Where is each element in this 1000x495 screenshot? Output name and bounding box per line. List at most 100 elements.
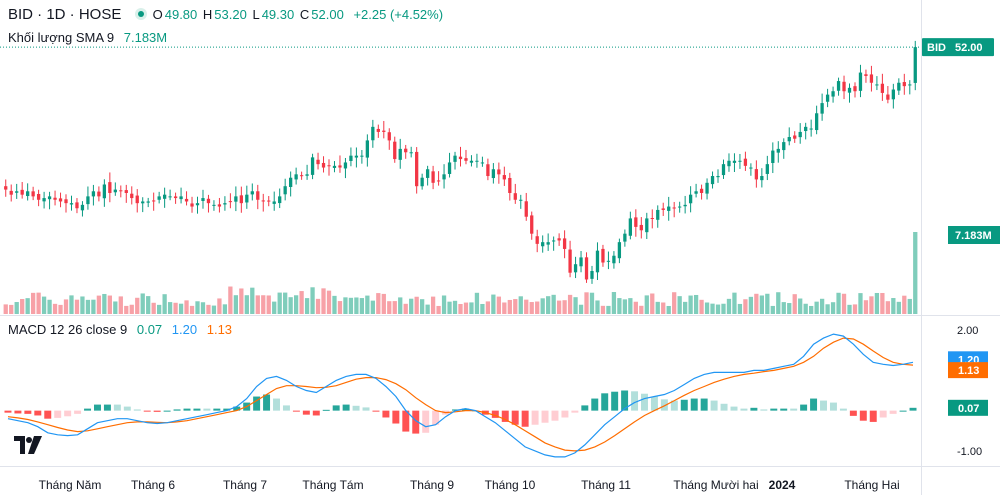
candle-body: [760, 176, 764, 181]
volume-bar: [200, 302, 206, 314]
volume-bar: [803, 303, 808, 314]
volume-bar: [913, 232, 918, 314]
candle-body: [310, 157, 315, 175]
candle-body: [289, 177, 293, 187]
candle-body: [913, 47, 917, 83]
volume-bar: [173, 302, 178, 314]
volume-legend[interactable]: Khối lượng SMA 9 7.183M: [8, 30, 169, 45]
tradingview-logo-icon[interactable]: [14, 436, 42, 454]
candle-body: [179, 196, 183, 200]
candle-body: [842, 81, 846, 92]
volume-bar: [299, 291, 304, 314]
macd-hist-bar: [879, 410, 887, 418]
candle-body: [376, 128, 380, 132]
macd-hist-bar: [312, 410, 320, 416]
volume-bar: [699, 299, 704, 314]
volume-bar: [524, 299, 529, 314]
volume-bar: [365, 295, 370, 314]
hist-tag-bg: [948, 399, 988, 416]
candle-body: [64, 199, 68, 204]
candle-body: [272, 201, 276, 204]
volume-bar: [677, 296, 682, 314]
volume-bar: [896, 301, 901, 314]
time-axis-label: 2024: [769, 478, 796, 492]
candle-body: [672, 207, 676, 209]
macd-hist-bar: [432, 410, 440, 425]
candle-body: [798, 131, 802, 138]
macd-hist-bar: [233, 406, 241, 411]
macd-legend-hist: 0.07: [136, 322, 163, 337]
macd-hist-bar: [4, 410, 12, 413]
volume-bar: [584, 292, 589, 314]
candle-body: [36, 193, 41, 200]
candle-body: [705, 182, 709, 194]
macd-hist-bar: [44, 410, 52, 419]
macd-hist-bar: [213, 408, 221, 411]
macd-hist-bar: [740, 408, 748, 411]
volume-bar: [595, 300, 600, 314]
volume-bar: [693, 294, 699, 314]
macd-hist-bar: [820, 400, 827, 411]
macd-legend[interactable]: MACD 12 26 close 9 0.07 1.20 1.13: [8, 322, 234, 337]
volume-bar: [463, 302, 469, 314]
candle-body: [102, 184, 107, 199]
candle-body: [124, 190, 128, 193]
volume-bar: [809, 305, 814, 314]
candle-body: [278, 196, 282, 204]
candle-body: [475, 160, 479, 162]
candle-body: [590, 270, 594, 279]
candle-body: [365, 140, 369, 158]
candle-body: [634, 217, 638, 227]
candle-body: [497, 169, 501, 175]
volume-bar: [836, 292, 841, 314]
candle-body: [256, 191, 260, 200]
candle-body: [716, 176, 720, 178]
candle-body: [15, 191, 19, 193]
candle-body: [245, 194, 249, 203]
candle-body: [491, 169, 496, 179]
volume-bar: [304, 298, 310, 314]
volume-bar: [869, 296, 874, 314]
candle-body: [86, 196, 90, 205]
macd-hist-bar: [322, 409, 330, 411]
candle-body: [776, 148, 780, 153]
candle-body: [119, 190, 123, 192]
macd-legend-macd: 1.20: [171, 322, 198, 337]
candle-body: [431, 171, 435, 183]
volume-bar: [469, 302, 474, 314]
volume-bar: [617, 298, 622, 314]
volume-bar: [140, 293, 145, 314]
candle-body: [727, 160, 731, 167]
volume-bar: [195, 301, 200, 314]
macd-hist-bar: [183, 408, 191, 411]
volume-bar: [293, 295, 299, 314]
macd-hist-bar: [461, 408, 469, 411]
macd-hist-bar: [153, 410, 161, 412]
candle-body: [447, 162, 452, 174]
candle-body: [338, 165, 342, 168]
macd-hist-bar: [273, 398, 280, 411]
candle-body: [699, 188, 704, 193]
volume-bar: [124, 305, 129, 314]
volume-bar: [277, 292, 282, 314]
candle-body: [195, 203, 200, 206]
candle-body: [267, 200, 271, 202]
macd-hist-bar: [760, 409, 768, 411]
volume-bar: [387, 301, 392, 314]
volume-bar: [622, 299, 628, 314]
candle-body: [519, 199, 523, 201]
volume-bar: [250, 287, 255, 314]
macd-hist-bar: [193, 408, 201, 411]
candle-body: [404, 148, 408, 153]
symbol-title[interactable]: BID · 1D · HOSE: [8, 6, 122, 23]
candle-body: [113, 189, 117, 193]
volume-bar: [721, 303, 726, 314]
volume-bar: [167, 302, 173, 314]
candle-body: [47, 196, 52, 200]
candle-body: [880, 83, 885, 93]
volume-bar: [244, 295, 249, 314]
open-label: O: [152, 7, 163, 22]
volume-bar: [661, 302, 666, 314]
macd-hist-bar: [501, 410, 509, 422]
